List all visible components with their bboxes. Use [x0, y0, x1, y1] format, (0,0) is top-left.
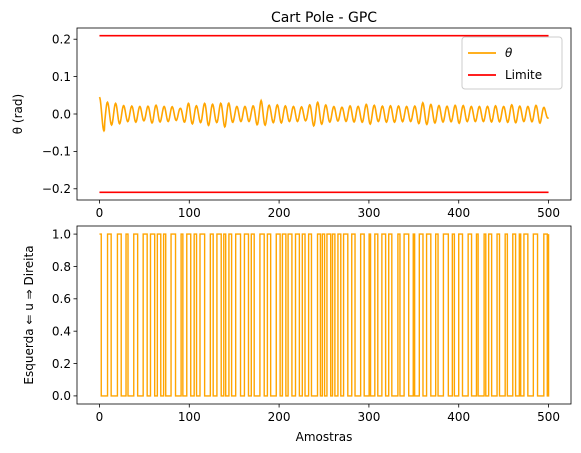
bottom-x-tick-label: 0: [96, 410, 104, 424]
bottom-axes-frame: [76, 225, 572, 405]
top-x-tick-label: 200: [268, 206, 291, 220]
theta-series-line: [98, 96, 550, 133]
legend-label-theta: θ: [505, 46, 513, 60]
bottom-y-axis-label: Esquerda ⇐ u ⇒ Direita: [22, 245, 36, 384]
top-y-tick-label: −0.1: [42, 145, 71, 159]
top-plot-title: Cart Pole - GPC: [271, 10, 377, 26]
control-series-line: [99, 233, 550, 397]
legend-label-limite: Limite: [505, 68, 542, 82]
bottom-x-ticks: 0 100 200 300 400 500: [96, 404, 560, 424]
top-x-tick-label: 100: [178, 206, 201, 220]
bottom-y-tick-label: 0.0: [52, 389, 71, 403]
top-y-tick-label: 0.1: [52, 70, 71, 84]
bottom-x-axis-label: Amostras: [296, 430, 353, 444]
top-plot: Cart Pole - GPC 0 100 200 300 400 500 −0.2−0.…: [11, 10, 572, 220]
top-y-axis-label: θ (rad): [11, 94, 25, 134]
bottom-plot: 0 100 200 300 400 500 0.0 0.2 0.4 0.6 0.8 1.0 Esqu…: [22, 225, 572, 444]
legend: θ Limite: [461, 36, 563, 90]
top-x-tick-label: 0: [96, 206, 104, 220]
top-y-tick-label: 0.2: [52, 33, 71, 47]
bottom-x-tick-label: 100: [178, 410, 201, 424]
top-x-tick-label: 500: [537, 206, 560, 220]
bottom-y-tick-label: 0.6: [52, 292, 71, 306]
bottom-y-tick-label: 1.0: [52, 227, 71, 241]
bottom-x-tick-label: 400: [447, 410, 470, 424]
top-y-tick-label: −0.2: [42, 182, 71, 196]
legend-box: [461, 36, 563, 90]
top-x-tick-label: 300: [357, 206, 380, 220]
bottom-x-tick-label: 200: [268, 410, 291, 424]
bottom-y-tick-label: 0.2: [52, 357, 71, 371]
bottom-y-ticks: 0.0 0.2 0.4 0.6 0.8 1.0: [52, 227, 77, 403]
bottom-y-tick-label: 0.4: [52, 324, 71, 338]
top-x-tick-label: 400: [447, 206, 470, 220]
top-y-ticks: −0.2 −0.1 0.0 0.1 0.2: [42, 33, 77, 196]
bottom-series-layer: [99, 233, 550, 397]
bottom-x-tick-label: 300: [357, 410, 380, 424]
bottom-y-tick-label: 0.8: [52, 260, 71, 274]
top-x-ticks: 0 100 200 300 400 500: [96, 200, 560, 220]
top-series-layer: [98, 34, 550, 194]
top-y-tick-label: 0.0: [52, 107, 71, 121]
bottom-x-tick-label: 500: [537, 410, 560, 424]
